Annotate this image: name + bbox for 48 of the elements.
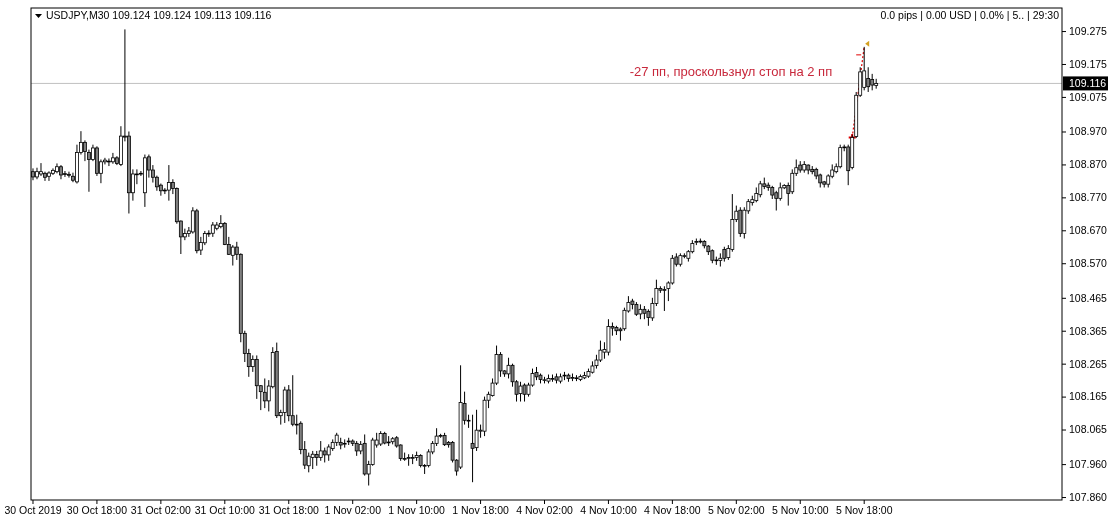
x-tick-label: 5 Nov 02:00 xyxy=(708,504,765,517)
x-tick-label: 5 Nov 10:00 xyxy=(771,504,829,517)
x-tick-label: 31 Oct 18:00 xyxy=(258,504,319,517)
candlestick xyxy=(67,171,71,179)
y-tick-label: 109.075 xyxy=(1069,90,1108,103)
x-tick-label: 31 Oct 02:00 xyxy=(130,504,192,517)
candlestick xyxy=(39,162,43,177)
x-tick-label: 30 Oct 18:00 xyxy=(66,504,128,517)
y-tick-label: 109.175 xyxy=(1069,57,1108,70)
chart-title: USDJPY,M30 109.124 109.124 109.113 109.116 xyxy=(46,9,272,21)
y-tick-label: 108.570 xyxy=(1069,257,1108,270)
x-tick-label: 1 Nov 10:00 xyxy=(388,504,446,517)
y-tick-label: 108.970 xyxy=(1069,125,1108,138)
candlestick xyxy=(166,164,171,202)
candlestick xyxy=(262,377,267,409)
y-tick-label: 108.065 xyxy=(1069,423,1108,436)
x-tick-label: 4 Nov 02:00 xyxy=(516,504,573,517)
x-tick-label: 4 Nov 10:00 xyxy=(580,504,637,517)
candlestick xyxy=(738,206,743,238)
x-tick-label: 1 Nov 02:00 xyxy=(324,504,382,517)
x-tick-label: 31 Oct 10:00 xyxy=(194,504,256,517)
candlestick xyxy=(662,285,667,312)
candlestick xyxy=(310,450,315,470)
candlestick xyxy=(318,440,323,462)
y-tick-label: 108.870 xyxy=(1069,158,1108,171)
y-tick-label: 107.960 xyxy=(1069,457,1108,470)
x-tick-label: 5 Nov 18:00 xyxy=(835,504,893,517)
y-tick-label: 108.770 xyxy=(1069,191,1108,204)
candlestick xyxy=(518,381,523,403)
x-tick-label: 4 Nov 18:00 xyxy=(644,504,701,517)
y-tick-label: 108.465 xyxy=(1069,291,1108,304)
annotation: 0.0 pips | 0.00 USD | 0.0% | 5.. | 29:30 xyxy=(880,9,1060,21)
x-tick-label: 30 Oct 2019 xyxy=(4,504,62,517)
y-tick-label: 108.670 xyxy=(1069,224,1108,237)
annotation: -27 пп, проскользнул стоп на 2 пп xyxy=(629,64,833,79)
candlestick xyxy=(111,152,115,165)
candlestick xyxy=(47,170,51,182)
y-tick-label: 108.365 xyxy=(1069,324,1108,337)
y-tick-label: 108.265 xyxy=(1069,357,1108,370)
y-tick-label: 109.275 xyxy=(1069,24,1108,37)
y-tick-label: 107.860 xyxy=(1069,490,1108,503)
candlestick xyxy=(306,452,311,473)
candlestick xyxy=(230,244,235,267)
candlestick xyxy=(774,190,779,212)
x-tick-label: 1 Nov 18:00 xyxy=(452,504,510,517)
y-tick-label: 108.165 xyxy=(1069,390,1108,403)
ref-line-label: 109.116 xyxy=(1069,77,1107,90)
candlestick xyxy=(63,170,67,178)
